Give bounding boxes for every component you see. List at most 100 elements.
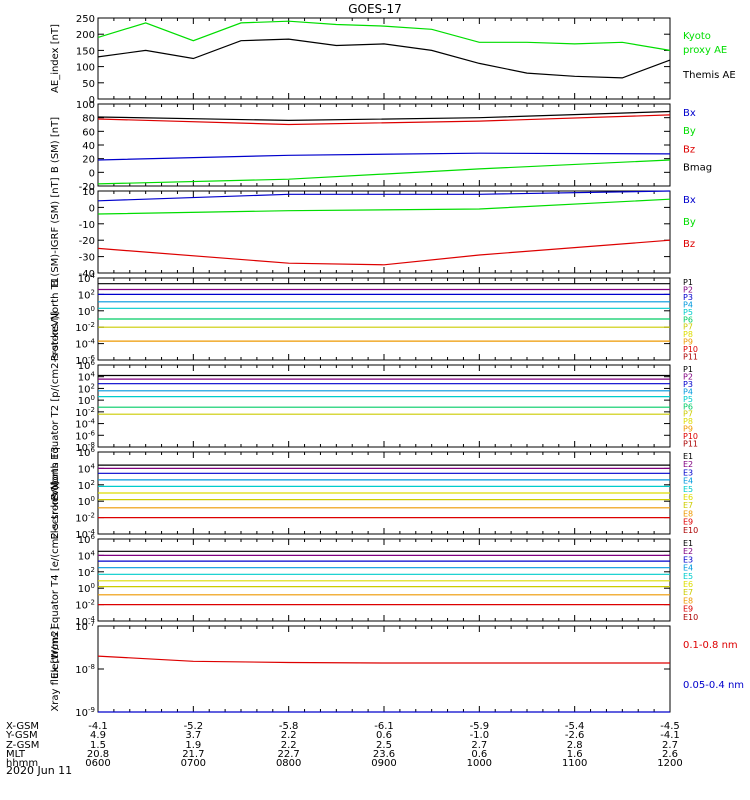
- ephem-value: 0600: [85, 758, 110, 769]
- y-tick-label: 150: [76, 46, 95, 57]
- y-tick-label: 50: [82, 79, 95, 90]
- series-bx: [97, 190, 671, 202]
- legend-entry: E4: [683, 564, 693, 573]
- series-bz: [97, 239, 671, 266]
- y-axis-label: Xray flux [W/m2]: [50, 626, 61, 711]
- legend-entry: P9: [683, 338, 693, 347]
- legend-entry: E7: [683, 501, 693, 510]
- legend-entry: P2: [683, 372, 693, 381]
- ephem-row-label: Z-GSM: [6, 740, 39, 751]
- legend-entry: E1: [683, 539, 693, 548]
- legend-entry: 0.1-0.8 nm: [683, 640, 738, 651]
- panel-frame: [97, 364, 671, 448]
- ephem-row-label: X-GSM: [6, 721, 39, 732]
- legend-entry: E3: [683, 555, 693, 564]
- ephem-value: -2.6: [565, 730, 585, 741]
- y-axis-label: Protons Equator T2 [p/(cm2-s-sr-keV)]: [50, 311, 61, 500]
- series-bz: [97, 114, 671, 126]
- ephem-value: 2.2: [281, 740, 297, 751]
- ephem-value: -5.8: [279, 721, 299, 732]
- legend-entry: E4: [683, 477, 693, 486]
- ephem-value: 1200: [657, 758, 682, 769]
- legend-entry: P1: [683, 278, 693, 287]
- y-tick-label: -40: [79, 269, 95, 280]
- ephem-value: -6.1: [374, 721, 394, 732]
- legend-entry: Themis AE: [682, 70, 736, 81]
- ephem-value: 2.5: [376, 740, 392, 751]
- panel-2: -20 0 20 40 60 80 100 B (SM) [nT] Bx By Bz Bmag: [50, 100, 712, 193]
- panel-frame: [97, 17, 671, 100]
- panel-frame: [97, 625, 671, 713]
- legend-entry: Bx: [683, 108, 696, 119]
- legend-entry: P1: [683, 365, 693, 374]
- ephem-value: 1000: [467, 758, 492, 769]
- legend-entry: E10: [683, 613, 698, 622]
- legend-entry: E5: [683, 572, 693, 581]
- series-bx: [97, 152, 671, 161]
- y-tick-label: 102: [78, 566, 95, 579]
- panel-1: 0 50 100 150 200 250 AE_index [nT] Kyoto proxy A…: [50, 14, 736, 106]
- y-tick-label: 100: [76, 100, 95, 111]
- ephem-value: -5.2: [184, 721, 204, 732]
- y-tick-label: 10-2: [75, 512, 95, 525]
- ephem-value: 23.6: [373, 749, 395, 760]
- y-tick-label: 10-7: [75, 620, 95, 633]
- legend-entry: E9: [683, 518, 693, 527]
- legend-entry: P2: [683, 285, 693, 294]
- y-tick-label: 100: [78, 495, 95, 508]
- ephemeris-table: X-GSMY-GSMZ-GSMMLThhmm-4.14.91.520.80600…: [5, 721, 683, 769]
- ephem-value: 21.7: [182, 749, 204, 760]
- y-tick-label: 102: [78, 479, 95, 492]
- legend-entry: P7: [683, 323, 693, 332]
- y-axis-label: Electrons Equator T4 [e/(cm2-s-sr-keV)]: [50, 481, 61, 678]
- ephem-value: 20.8: [87, 749, 109, 760]
- legend-entry: P3: [683, 380, 693, 389]
- ephem-value: 0900: [371, 758, 396, 769]
- series-0-1-0-8-nm: [97, 655, 670, 664]
- legend-entry: By: [683, 217, 696, 228]
- legend-entry: P9: [683, 425, 693, 434]
- ephem-value: 0.6: [471, 749, 487, 760]
- series-kyoto-proxy-ae: [97, 20, 671, 51]
- series-by: [97, 198, 671, 215]
- y-tick-label: 250: [76, 14, 95, 25]
- ephem-value: 2.7: [471, 740, 487, 751]
- y-tick-label: 106: [78, 533, 96, 546]
- y-tick-label: -30: [79, 253, 95, 264]
- y-tick-label: -20: [79, 182, 95, 193]
- series-bmag: [97, 110, 671, 122]
- series-themis-ae: [97, 38, 671, 79]
- ephem-value: 1.6: [567, 749, 583, 760]
- ephem-value: -5.4: [565, 721, 585, 732]
- ephem-row-label: hhmm: [6, 758, 38, 769]
- y-tick-label: 10-2: [75, 321, 95, 334]
- y-tick-label: 10-4: [75, 338, 95, 351]
- legend-entry: P10: [683, 432, 698, 441]
- panel-3: -40 -30 -20 -10 0 10 B (SM)-IGRF (SM) [nT] Bx By…: [50, 177, 696, 286]
- ephem-value: 1100: [562, 758, 587, 769]
- chart-title: GOES-17: [348, 2, 402, 16]
- y-tick-label: 104: [78, 462, 96, 475]
- y-tick-label: 100: [78, 582, 95, 595]
- panel-8: 10-9 10-8 10-7 Xray flux [W/m2] 0.1-0.8 nm 0.…: [50, 620, 744, 719]
- ephem-value: 22.7: [278, 749, 300, 760]
- legend-entry: E8: [683, 509, 693, 518]
- y-tick-label: 40: [82, 141, 95, 152]
- legend-entry: Bz: [683, 239, 695, 250]
- legend-entry: E2: [683, 547, 693, 556]
- y-tick-label: 20: [82, 155, 95, 166]
- legend-entry: Bmag: [683, 163, 712, 174]
- y-axis-label: Electrons North T3: [50, 446, 61, 539]
- ephem-value: 4.9: [90, 730, 106, 741]
- legend-entry: P3: [683, 293, 693, 302]
- legend-entry: E9: [683, 605, 693, 614]
- legend-entry: proxy AE: [683, 45, 727, 56]
- legend-entry: P8: [683, 417, 693, 426]
- ephem-value: -4.5: [660, 721, 680, 732]
- legend-entry: E1: [683, 452, 693, 461]
- ephem-value: -4.1: [88, 721, 108, 732]
